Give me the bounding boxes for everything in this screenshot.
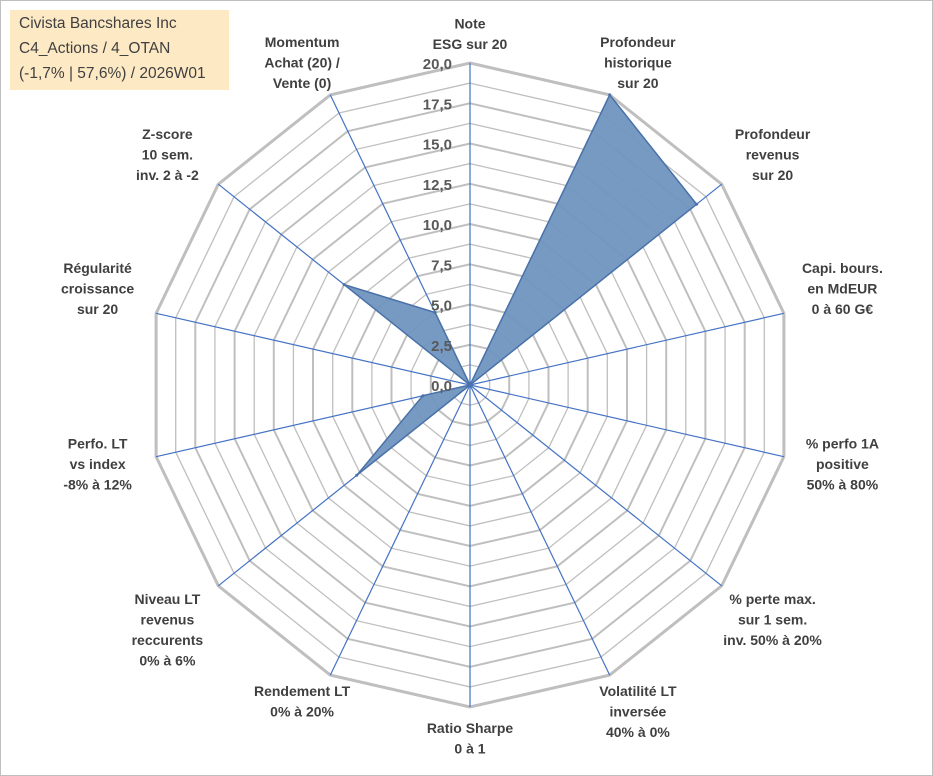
tick-label: 0,0 [431,378,452,395]
axis-label-line: 0% à 6% [139,653,196,669]
tick-label: 17,5 [423,96,452,113]
data-point [355,473,359,477]
axis-label-line: Rendement LT [254,683,351,699]
axis-label-line: inv. 2 à -2 [136,167,199,183]
axis-label-line: sur 20 [752,167,793,183]
axis-label-line: Achat (20) / [264,54,340,70]
info-box: Civista Bancshares Inc C4_Actions / 4_OT… [10,10,229,90]
axis-label-line: Volatilité LT [599,683,677,699]
data-point [433,311,437,314]
axis-label-line: historique [604,54,672,70]
axis-label-line: vs index [70,456,126,472]
axis-label-line: croissance [61,280,134,296]
tick-label: 20,0 [423,56,452,73]
tick-layer: 0,0 2,5 5,0 7,5 10,0 12,5 15,0 17,5 20,0 [423,56,452,395]
tick-label: 5,0 [431,298,452,315]
axis-label: Perfo. LT vs index -8% à 12% [63,435,132,492]
info-category: C4_Actions / 4_OTAN [19,40,171,57]
spoke-line [155,312,471,386]
series-area [343,93,698,476]
axis-label-line: % perte max. [729,591,815,607]
axis-label-line: inversée [609,704,666,720]
axis-label: Note ESG sur 20 [433,16,508,53]
axis-label-line: Z-score [142,126,193,142]
axis-label-line: sur 1 sem. [738,612,807,628]
spoke-line [469,384,611,676]
axis-label: Profondeur historique sur 20 [600,34,676,91]
spoke-line [469,312,785,386]
axis-label-line: Momentum [265,34,340,50]
tick-label: 12,5 [423,177,452,194]
series-layer [342,93,699,477]
axis-label: % perte max. sur 1 sem. inv. 50% à 20% [723,591,822,648]
axis-label-line: en MdEUR [807,280,877,296]
axis-label-line: sur 20 [617,75,658,91]
axis-label: % perfo 1A positive 50% à 80% [806,435,879,492]
axis-label-line: 40% à 0% [606,724,670,740]
axis-label-line: Vente (0) [273,75,331,91]
info-period: (-1,7% | 57,6%) / 2026W01 [19,65,206,82]
axis-label-line: Capi. bours. [802,260,883,276]
spoke-line [469,384,785,458]
axis-label: Volatilité LT inversée 40% à 0% [599,683,677,740]
axis-label: Ratio Sharpe 0 à 1 [427,720,514,757]
axis-label-line: ESG sur 20 [433,36,508,52]
axis-label: Rendement LT 0% à 20% [254,683,351,720]
axis-label: Régularité croissance sur 20 [61,260,134,317]
axis-label-line: Profondeur [735,126,811,142]
axis-label-line: inv. 50% à 20% [723,632,822,648]
axis-label-line: 10 sem. [142,147,193,163]
spoke-line [329,384,471,676]
axis-label: Profondeur revenus sur 20 [735,126,811,183]
axis-label-line: sur 20 [77,301,118,317]
data-point [695,202,699,206]
data-point [342,283,346,287]
tick-label: 15,0 [423,137,452,154]
axis-label-line: revenus [141,612,195,628]
info-company: Civista Bancshares Inc [19,15,177,32]
axis-label-line: revenus [746,147,800,163]
spoke-line [469,384,723,587]
axis-label-line: 0% à 20% [270,704,334,720]
axis-label-line: % perfo 1A [806,435,879,451]
axis-label-line: Note [454,16,485,32]
spoke-line [155,384,471,458]
axis-label-line: -8% à 12% [63,476,132,492]
data-point [421,394,425,398]
axis-label-line: 0 à 60 G€ [812,301,874,317]
axis-label-line: Régularité [63,260,132,276]
axis-label-line: reccurents [132,632,204,648]
data-point [608,93,612,97]
axis-label-line: 0 à 1 [454,741,485,757]
axis-label: Momentum Achat (20) / Vente (0) [264,34,340,91]
data-point [468,383,472,387]
tick-label: 7,5 [431,257,452,274]
axis-label-line: Ratio Sharpe [427,720,514,736]
axis-label: Niveau LT revenus reccurents 0% à 6% [132,591,204,669]
axis-label: Z-score 10 sem. inv. 2 à -2 [136,126,199,183]
axis-label-line: Profondeur [600,34,676,50]
axis-label-line: Perfo. LT [68,435,128,451]
axis-label-line: positive [816,456,869,472]
tick-label: 10,0 [423,217,452,234]
axis-label-line: 50% à 80% [807,476,879,492]
tick-label: 2,5 [431,338,452,355]
axis-label-layer: Note ESG sur 20 Profondeur historique sur 20… [61,16,883,757]
axis-label: Capi. bours. en MdEUR 0 à 60 G€ [802,260,883,317]
axis-label-line: Niveau LT [134,591,200,607]
